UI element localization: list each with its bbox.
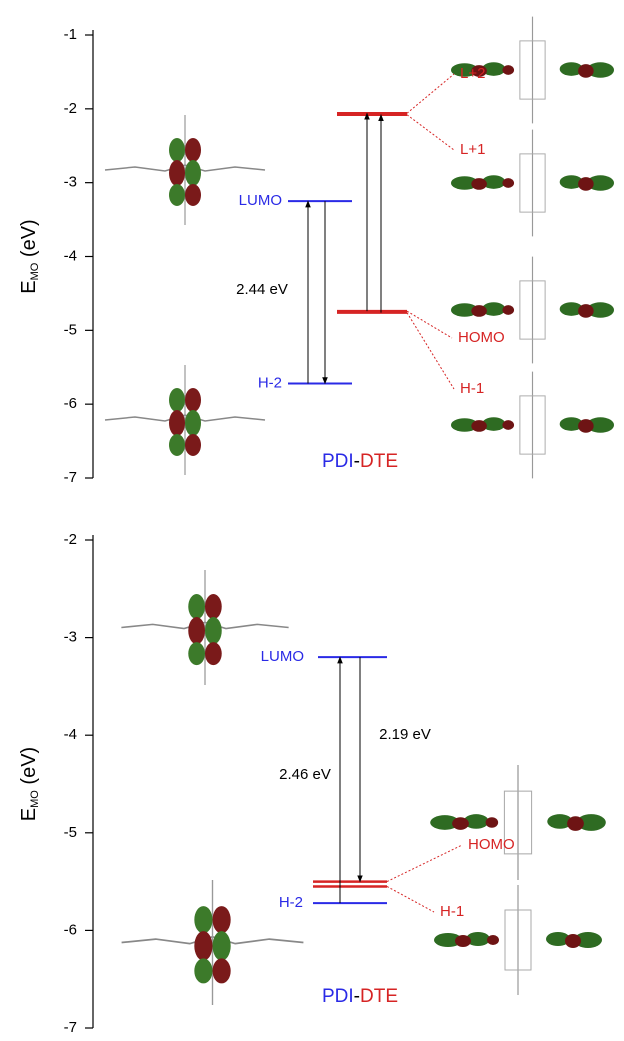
legend-part: PDI xyxy=(322,986,354,1007)
leader-line xyxy=(387,845,462,882)
level-label: L+1 xyxy=(460,141,485,158)
leader-line xyxy=(407,74,454,113)
y-tick-label: -4 xyxy=(64,726,77,743)
y-tick-label: -5 xyxy=(64,824,77,841)
y-tick-label: -7 xyxy=(64,469,77,486)
gap-annotation: 2.46 eV xyxy=(279,766,331,783)
level-label: HOMO xyxy=(468,836,515,853)
y-tick-label: -2 xyxy=(64,100,77,117)
level-label: LUMO xyxy=(239,192,282,209)
leader-line xyxy=(407,115,454,150)
y-tick-label: -7 xyxy=(64,1019,77,1036)
legend-part: PDI xyxy=(322,451,354,472)
legend-part: DTE xyxy=(360,986,398,1007)
y-axis-title: EMO (eV) xyxy=(18,219,41,293)
y-tick-label: -6 xyxy=(64,921,77,938)
gap-annotation: 2.19 eV xyxy=(379,726,431,743)
y-tick-label: -2 xyxy=(64,531,77,548)
level-label: H-2 xyxy=(258,374,282,391)
legend: PDI-DTE xyxy=(322,986,398,1007)
y-tick-label: -1 xyxy=(64,26,77,43)
y-tick-label: -5 xyxy=(64,321,77,338)
y-axis-title-sub: MO xyxy=(29,790,41,808)
y-tick-label: -6 xyxy=(64,395,77,412)
y-axis-title: EMO (eV) xyxy=(18,747,41,821)
y-axis-title-sub: MO xyxy=(29,262,41,280)
y-tick-label: -3 xyxy=(64,629,77,646)
figure: -7-6-5-4-3-2-1EMO (eV)LUMOH-2L+2L+1HOMOH… xyxy=(0,0,624,1036)
leader-line xyxy=(407,313,454,389)
level-label: LUMO xyxy=(261,648,304,665)
y-axis-title-unit: (eV) xyxy=(18,219,40,262)
leader-line xyxy=(407,311,452,338)
gap-annotation: 2.44 eV xyxy=(236,281,288,298)
level-label: H-2 xyxy=(279,894,303,911)
leader-line xyxy=(387,886,434,912)
level-label: HOMO xyxy=(458,329,505,346)
legend: PDI-DTE xyxy=(322,451,398,472)
y-axis-title-unit: (eV) xyxy=(18,747,40,790)
legend-part: DTE xyxy=(360,451,398,472)
y-tick-label: -3 xyxy=(64,174,77,191)
level-label: L+2 xyxy=(460,65,485,82)
y-axis-title-main: E xyxy=(18,280,40,293)
y-tick-label: -4 xyxy=(64,247,77,264)
level-label: H-1 xyxy=(440,903,464,920)
level-label: H-1 xyxy=(460,380,484,397)
y-axis-title-main: E xyxy=(18,808,40,821)
